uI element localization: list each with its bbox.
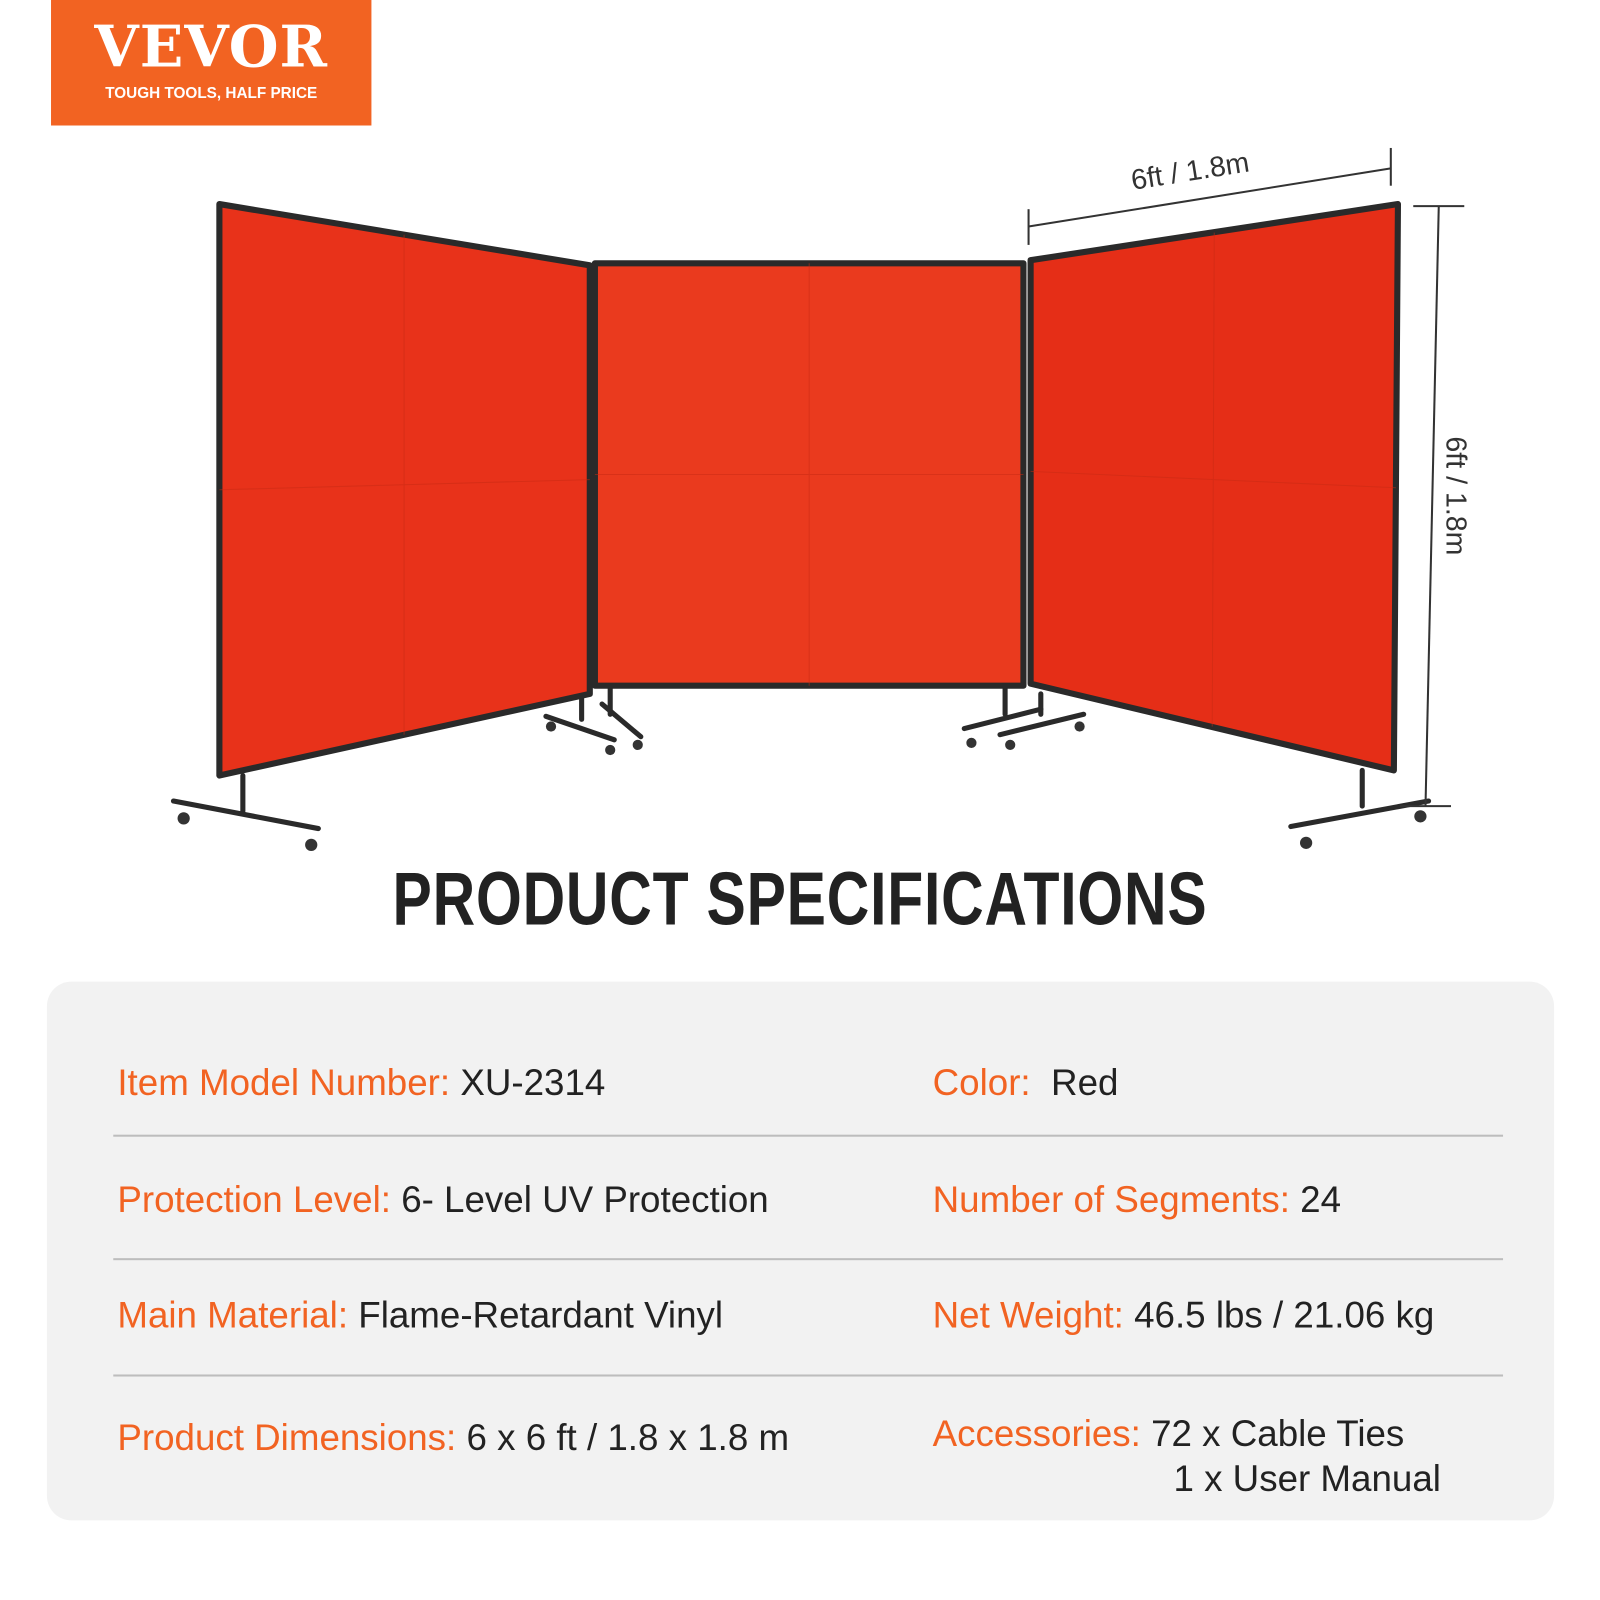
left-stand: [170, 683, 644, 832]
divider: [113, 1134, 1504, 1137]
spec-label: Accessories:: [932, 1412, 1141, 1455]
divider: [113, 1374, 1504, 1377]
spec-value: 24: [1300, 1178, 1342, 1221]
dimension-lines: [1027, 147, 1465, 808]
spec-label: Number of Segments:: [932, 1178, 1290, 1221]
spec-label: Item Model Number:: [117, 1061, 451, 1104]
spec-value: 6- Level UV Protection: [401, 1178, 769, 1221]
spec-label: Color:: [932, 1061, 1031, 1104]
spec-label: Protection Level:: [117, 1178, 391, 1221]
divider: [113, 1258, 1504, 1261]
height-dimension-label: 6ft / 1.8m: [1440, 436, 1472, 556]
right-screen-panel: [1027, 201, 1402, 774]
spec-value: 46.5 lbs / 21.06 kg: [1134, 1293, 1435, 1336]
spec-value: Red: [1051, 1061, 1119, 1104]
spec-protection: Protection Level: 6- Level UV Protection: [117, 1179, 768, 1222]
spec-label: Main Material:: [117, 1293, 349, 1336]
spec-dimensions: Product Dimensions: 6 x 6 ft / 1.8 x 1.8…: [117, 1416, 789, 1459]
vevor-logo: VEVOR TOUGH TOOLS, HALF PRICE: [51, 0, 372, 126]
spec-value: Flame-Retardant Vinyl: [358, 1293, 724, 1336]
logo-brand: VEVOR: [94, 13, 329, 81]
spec-value: XU-2314: [460, 1061, 606, 1104]
spec-accessories: Accessories: 72 x Cable Ties: [933, 1412, 1405, 1455]
page-title: PRODUCT SPECIFICATIONS: [392, 856, 1208, 941]
spec-label: Product Dimensions:: [117, 1416, 457, 1459]
spec-weight: Net Weight: 46.5 lbs / 21.06 kg: [933, 1294, 1435, 1337]
specs-panel: Item Model Number: XU-2314 Color: Red Pr…: [46, 981, 1555, 1521]
spec-color: Color: Red: [933, 1061, 1119, 1104]
spec-value: 6 x 6 ft / 1.8 x 1.8 m: [466, 1416, 790, 1459]
logo-tagline: TOUGH TOOLS, HALF PRICE: [105, 84, 318, 103]
spec-material: Main Material: Flame-Retardant Vinyl: [117, 1294, 723, 1337]
spec-accessories-line2: 1 x User Manual: [1173, 1457, 1441, 1499]
welding-screen-image: [170, 147, 1465, 852]
spec-label: Net Weight:: [932, 1293, 1124, 1336]
spec-model: Item Model Number: XU-2314: [117, 1061, 605, 1104]
spec-value: 72 x Cable Ties: [1151, 1412, 1405, 1455]
spec-segments: Number of Segments: 24: [933, 1179, 1341, 1222]
